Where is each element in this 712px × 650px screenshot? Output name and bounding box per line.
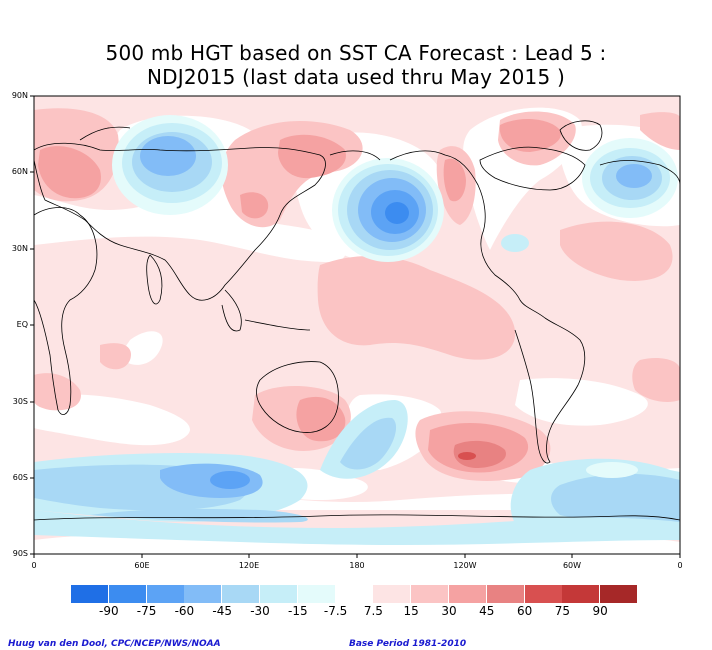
- colorbar-swatch: [562, 585, 600, 603]
- map-title-line1: 500 mb HGT based on SST CA Forecast : Le…: [105, 41, 607, 65]
- negative-anomaly-north-pacific: [332, 158, 444, 262]
- colorbar-swatch: [524, 585, 562, 603]
- lon-ticks: [33, 554, 681, 558]
- colorbar-swatch: [486, 585, 524, 603]
- colorbar-swatch: [260, 585, 297, 603]
- colorbar-label: 45: [479, 604, 495, 618]
- lat-label-60s: 60S: [12, 473, 28, 482]
- colorbar-label: 15: [403, 604, 419, 618]
- colorbar-swatch: [411, 585, 449, 603]
- colorbar-label: 75: [554, 604, 571, 618]
- small-negative-anomalies: [501, 234, 638, 478]
- colorbar-swatch: [184, 585, 222, 603]
- lat-ticks: [30, 95, 34, 555]
- colorbar-swatch: [146, 585, 184, 603]
- lat-label-90s: 90S: [12, 549, 28, 558]
- negative-anomaly-siberia: [112, 115, 228, 215]
- lat-label-30s: 30S: [12, 397, 28, 406]
- positive-anomaly-45: [453, 440, 506, 468]
- colorbar-label: -75: [136, 604, 157, 618]
- colorbar-swatch: [297, 585, 335, 603]
- colorbar-label: 90: [592, 604, 608, 618]
- colorbar-label: 7.5: [363, 604, 383, 618]
- colorbar-swatch: [600, 585, 638, 603]
- lon-label-120e: 120E: [238, 561, 260, 570]
- colorbar-label: -7.5: [323, 604, 348, 618]
- lon-label-0: 0: [31, 561, 37, 570]
- lon-label-120w: 120W: [453, 561, 477, 570]
- map-title-line2: NDJ2015 (last data used thru May 2015 ): [147, 65, 565, 89]
- lon-label-180: 180: [349, 561, 365, 570]
- colorbar-swatch: [449, 585, 486, 603]
- colorbar-swatch: [108, 585, 146, 603]
- lat-label-90n: 90N: [11, 91, 28, 100]
- colorbar-label: 60: [516, 604, 533, 618]
- negative-anomaly-southern-indian: [34, 452, 308, 522]
- lon-label-60w: 60W: [562, 561, 582, 570]
- coastlines: [34, 120, 680, 521]
- lat-label-60n: 60N: [11, 167, 28, 176]
- colorbar-swatch: [222, 585, 260, 603]
- colorbar-label: 30: [441, 604, 457, 618]
- colorbar-swatch: [71, 585, 108, 603]
- credit-author: Huug van den Dool, CPC/NCEP/NWS/NOAA: [8, 639, 221, 649]
- colorbar-swatch: [335, 585, 373, 603]
- negative-anomaly-south-pacific: [320, 400, 408, 479]
- colorbar-label: -45: [212, 604, 232, 618]
- colorbar-label: -15: [287, 604, 308, 618]
- negative-anomaly-north-atlantic: [582, 138, 678, 218]
- colorbar-swatch: [373, 585, 411, 603]
- positive-anomaly-60: [458, 452, 476, 460]
- colorbar-label: -60: [174, 604, 195, 618]
- credit-base-period: Base Period 1981-2010: [349, 639, 467, 649]
- lon-label-60e: 60E: [134, 561, 150, 570]
- colorbar-label: -90: [98, 604, 119, 618]
- lat-label-eq: EQ: [16, 320, 28, 329]
- lon-label-0-east: 0: [677, 561, 683, 570]
- lat-label-30n: 30N: [11, 244, 28, 253]
- negative-anomaly-antarctic-band: [34, 508, 680, 545]
- colorbar-label: -30: [250, 604, 270, 618]
